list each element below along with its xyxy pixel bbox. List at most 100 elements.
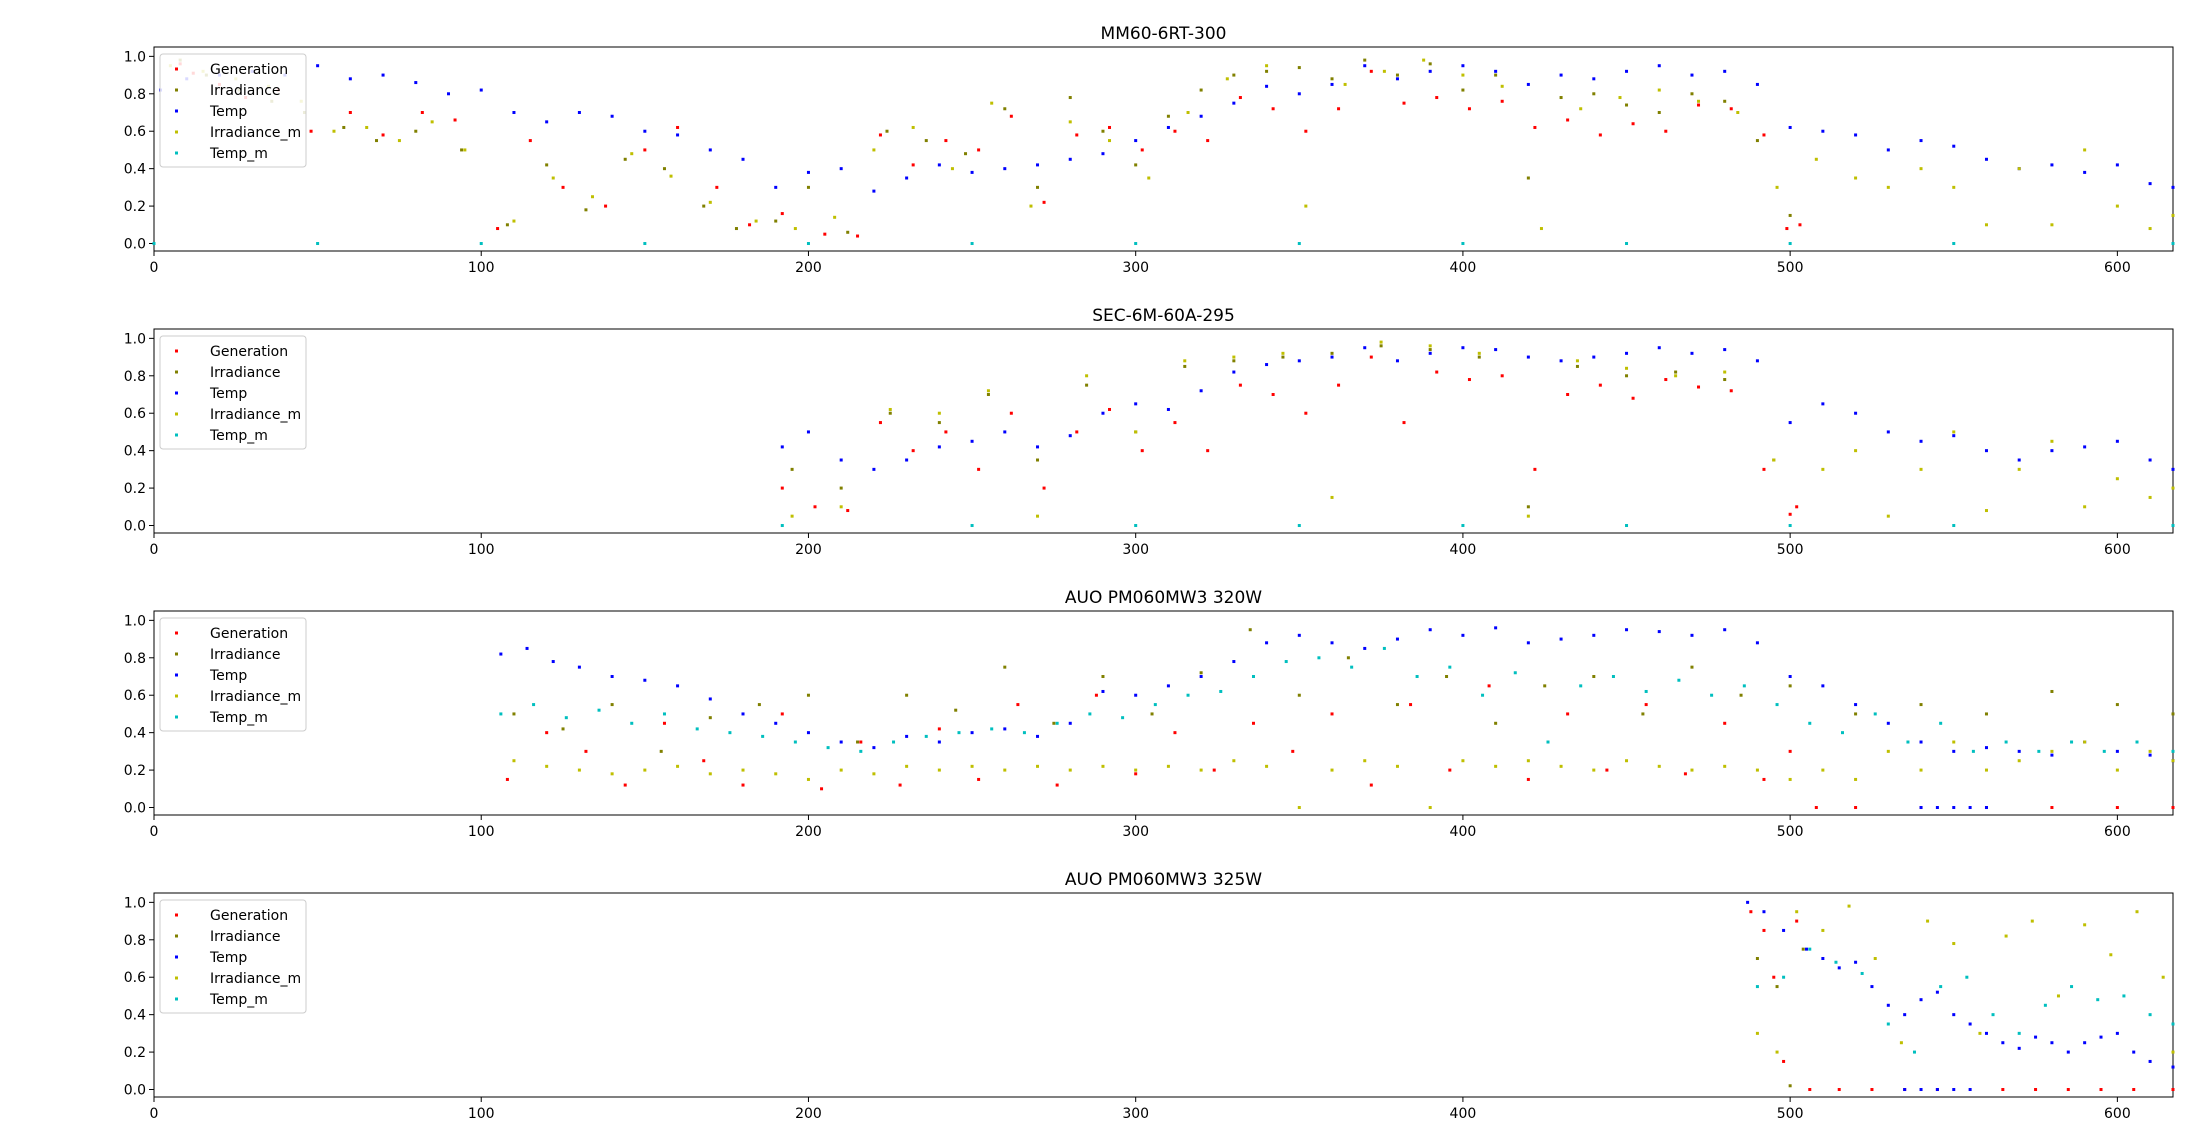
data-point: [1625, 759, 1629, 763]
data-point: [2083, 170, 2087, 174]
data-point: [1697, 385, 1701, 389]
data-point: [1821, 402, 1825, 406]
data-point: [512, 712, 516, 716]
data-point: [793, 740, 797, 744]
data-point: [1625, 374, 1629, 378]
data-point: [761, 734, 765, 738]
data-point: [1494, 73, 1498, 77]
data-point: [1837, 1088, 1841, 1092]
data-point: [905, 176, 909, 180]
data-point: [1984, 449, 1988, 453]
data-point: [990, 727, 994, 731]
data-point: [662, 721, 666, 725]
legend-label: Temp_m: [209, 992, 268, 1008]
data-point: [496, 227, 500, 231]
data-point: [2171, 213, 2175, 217]
data-point: [885, 129, 889, 133]
data-point: [986, 389, 990, 393]
data-point: [1379, 344, 1383, 348]
data-point: [1036, 734, 1040, 738]
data-point: [1598, 133, 1602, 137]
data-point: [846, 509, 850, 513]
data-point: [1690, 665, 1694, 669]
data-point: [1952, 430, 1956, 434]
y-tick-label: 0.6: [124, 406, 146, 422]
data-point: [623, 783, 627, 787]
data-point: [780, 445, 784, 449]
data-point: [1029, 204, 1033, 208]
data-point: [1723, 378, 1727, 382]
data-point: [1346, 656, 1350, 660]
y-tick-label: 0.2: [124, 763, 146, 779]
data-point: [1755, 641, 1759, 645]
data-point: [708, 200, 712, 204]
data-point: [1265, 641, 1269, 645]
data-point: [1968, 1088, 1972, 1092]
data-point: [859, 749, 863, 753]
data-point: [839, 768, 843, 772]
y-tick-label: 0.4: [124, 726, 146, 742]
data-point: [1494, 626, 1498, 630]
data-point: [1762, 928, 1766, 932]
x-tick-label: 0: [150, 824, 159, 840]
data-point: [2115, 806, 2119, 810]
data-point: [888, 407, 892, 411]
data-point: [2017, 749, 2021, 753]
data-point: [2148, 749, 2152, 753]
data-point: [1664, 129, 1668, 133]
data-point: [1022, 731, 1026, 735]
data-point: [505, 777, 509, 781]
data-point: [1428, 62, 1432, 66]
data-point: [2171, 486, 2175, 490]
legend-marker: [175, 67, 178, 71]
data-point: [1494, 764, 1498, 768]
chart-title: SEC-6M-60A-295: [1092, 306, 1235, 326]
data-point: [604, 204, 608, 208]
data-point: [610, 703, 614, 707]
legend-label: Generation: [210, 908, 288, 924]
data-point: [1840, 731, 1844, 735]
data-point: [1363, 346, 1367, 350]
data-point: [1101, 689, 1105, 693]
data-point: [479, 242, 483, 246]
data-point: [1009, 114, 1013, 118]
data-point: [1870, 985, 1874, 989]
data-point: [2148, 182, 2152, 186]
data-point: [1873, 712, 1877, 716]
data-point: [856, 740, 860, 744]
data-point: [1150, 712, 1154, 716]
data-point: [888, 411, 892, 415]
data-point: [1232, 355, 1236, 359]
data-point: [1108, 139, 1112, 143]
data-point: [1834, 960, 1838, 964]
data-point: [1094, 693, 1098, 697]
data-point: [1232, 359, 1236, 363]
data-point: [610, 772, 614, 776]
data-point: [1281, 355, 1285, 359]
data-point: [1075, 133, 1079, 137]
data-point: [1297, 633, 1301, 637]
legend-marker: [175, 955, 178, 959]
data-point: [1526, 355, 1530, 359]
series-irradiance: [1755, 947, 1805, 1088]
data-point: [872, 189, 876, 193]
data-point: [2017, 467, 2021, 471]
data-point: [545, 764, 549, 768]
data-point: [790, 467, 794, 471]
legend-marker: [175, 694, 178, 698]
data-point: [2115, 1031, 2119, 1035]
data-point: [1903, 1013, 1907, 1017]
data-point: [2115, 163, 2119, 167]
data-point: [1467, 378, 1471, 382]
data-point: [1206, 139, 1210, 143]
data-point: [1526, 777, 1530, 781]
x-tick-label: 400: [1450, 260, 1477, 276]
data-point: [1674, 370, 1678, 374]
data-point: [846, 230, 850, 234]
data-point: [806, 170, 810, 174]
data-point: [1788, 512, 1792, 516]
data-point: [944, 430, 948, 434]
data-point: [1134, 430, 1138, 434]
data-point: [1919, 467, 1923, 471]
data-point: [1984, 806, 1988, 810]
